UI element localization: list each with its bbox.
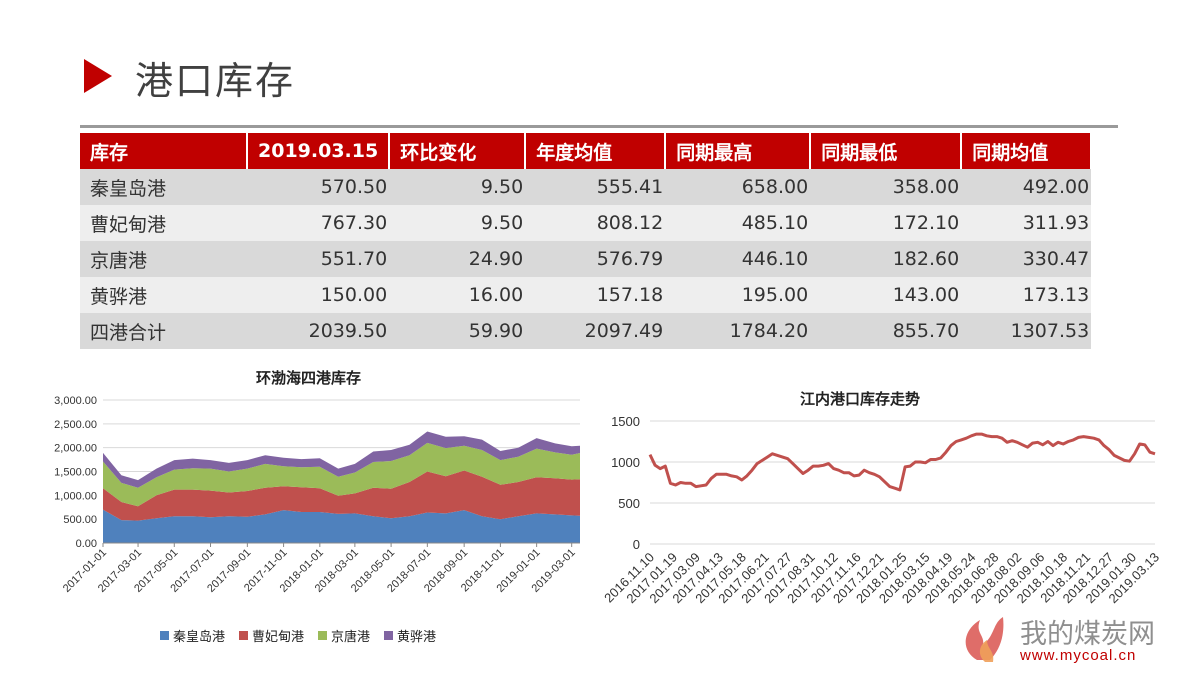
legend-label: 京唐港 [331,630,371,645]
legend-label: 秦皇岛港 [173,630,226,645]
chart-title-jiangnei: 江内港口库存走势 [800,390,921,408]
port-name-cell: 京唐港 [80,241,247,277]
value-cell: 555.41 [525,169,666,205]
watermark-url: www.mycoal.cn [1020,647,1137,664]
bohai-legend: 秦皇岛港 曹妃甸港 京唐港 黄骅港 [160,626,436,645]
value-cell: 2097.49 [525,313,666,349]
inventory-table: 库存 2019.03.15 环比变化 年度均值 同期最高 同期最低 同期均值 秦皇岛港 570… [80,133,1093,349]
value-cell: 492.00 [961,169,1092,205]
value-cell: 173.13 [961,277,1092,313]
table-row: 黄骅港 150.00 16.00 157.18 195.00 143.00 173.13 [80,277,1092,313]
value-cell: 9.50 [389,169,526,205]
value-cell: 658.00 [665,169,811,205]
value-cell: 485.10 [665,205,811,241]
legend-label: 曹妃甸港 [252,630,305,645]
table-header-3: 年度均值 [525,133,667,169]
legend-swatch [160,631,169,640]
area-series-1 [103,470,580,521]
title-divider [80,125,1118,128]
legend-item: 秦皇岛港 [160,626,225,645]
port-name-cell: 黄骅港 [80,277,247,313]
value-cell: 182.60 [810,241,962,277]
value-cell: 576.79 [525,241,666,277]
value-cell: 570.50 [247,169,390,205]
y-tick-label: 3,000.00 [54,395,97,407]
table-header-2: 环比变化 [389,133,527,169]
table-header-1: 2019.03.15 [247,133,391,169]
jiangnei-line-chart: 0500100015002016.11.102017.01.192017.03.… [601,414,1162,606]
value-cell: 59.90 [389,313,526,349]
table-body: 秦皇岛港 570.50 9.50 555.41 658.00 358.00 492.00 曹妃… [80,169,1092,349]
table-row: 京唐港 551.70 24.90 576.79 446.10 182.60 330.47 [80,241,1092,277]
value-cell: 150.00 [247,277,390,313]
value-cell: 358.00 [810,169,962,205]
table-header-5: 同期最低 [810,133,963,169]
value-cell: 551.70 [247,241,390,277]
mycoal-logo-icon [965,617,1004,662]
legend-item: 黄骅港 [384,626,436,645]
legend-label: 黄骅港 [397,630,437,645]
legend-swatch [239,631,249,640]
y-tick-label: 1,000.00 [54,490,97,502]
value-cell: 24.90 [389,241,526,277]
table-header-0: 库存 [80,133,248,169]
line-series-0 [648,432,1156,492]
table-row: 四港合计 2039.50 59.90 2097.49 1784.20 855.70 1307… [80,313,1092,349]
y-tick-label: 1000 [611,455,640,470]
legend-item: 曹妃甸港 [239,626,304,645]
y-tick-label: 1,500.00 [54,467,97,479]
value-cell: 767.30 [247,205,390,241]
value-cell: 855.70 [810,313,962,349]
legend-swatch [384,631,394,640]
title-arrow-icon [84,59,112,93]
y-tick-label: 2,000.00 [54,443,97,455]
table-row: 秦皇岛港 570.50 9.50 555.41 658.00 358.00 492.00 [80,169,1092,205]
value-cell: 143.00 [810,277,962,313]
port-name-cell: 四港合计 [80,313,247,349]
y-tick-label: 1500 [611,414,640,429]
table-header-6: 同期均值 [961,133,1093,169]
value-cell: 16.00 [389,277,526,313]
area-series-2 [103,442,580,507]
page-title: 港口库存 [135,59,296,103]
area-series-0 [103,509,580,543]
value-cell: 195.00 [665,277,811,313]
value-cell: 311.93 [961,205,1092,241]
value-cell: 330.47 [961,241,1092,277]
y-tick-label: 500.00 [63,514,97,526]
value-cell: 446.10 [665,241,811,277]
value-cell: 2039.50 [247,313,390,349]
value-cell: 808.12 [525,205,666,241]
chart-title-bohai: 环渤海四港库存 [256,369,362,387]
y-tick-label: 2,500.00 [54,419,97,431]
value-cell: 1784.20 [665,313,811,349]
watermark-name: 我的煤炭网 [1020,619,1155,650]
table-header-4: 同期最高 [665,133,812,169]
value-cell: 157.18 [525,277,666,313]
value-cell: 172.10 [810,205,962,241]
legend-item: 京唐港 [318,626,370,645]
area-series-3 [103,431,580,488]
y-tick-label: 0.00 [76,538,97,550]
table-header-row: 库存 2019.03.15 环比变化 年度均值 同期最高 同期最低 同期均值 [80,133,1093,169]
port-name-cell: 曹妃甸港 [80,205,247,241]
port-name-cell: 秦皇岛港 [80,169,247,205]
y-tick-label: 500 [618,496,640,511]
bohai-stacked-area-chart: 0.00 500.00 1,000.00 1,500.00 2,000.00 2,500.… [54,395,580,595]
legend-swatch [318,631,328,640]
table-row: 曹妃甸港 767.30 9.50 808.12 485.10 172.10 311.93 [80,205,1092,241]
y-tick-label: 0 [633,537,640,552]
value-cell: 9.50 [389,205,526,241]
value-cell: 1307.53 [961,313,1092,349]
